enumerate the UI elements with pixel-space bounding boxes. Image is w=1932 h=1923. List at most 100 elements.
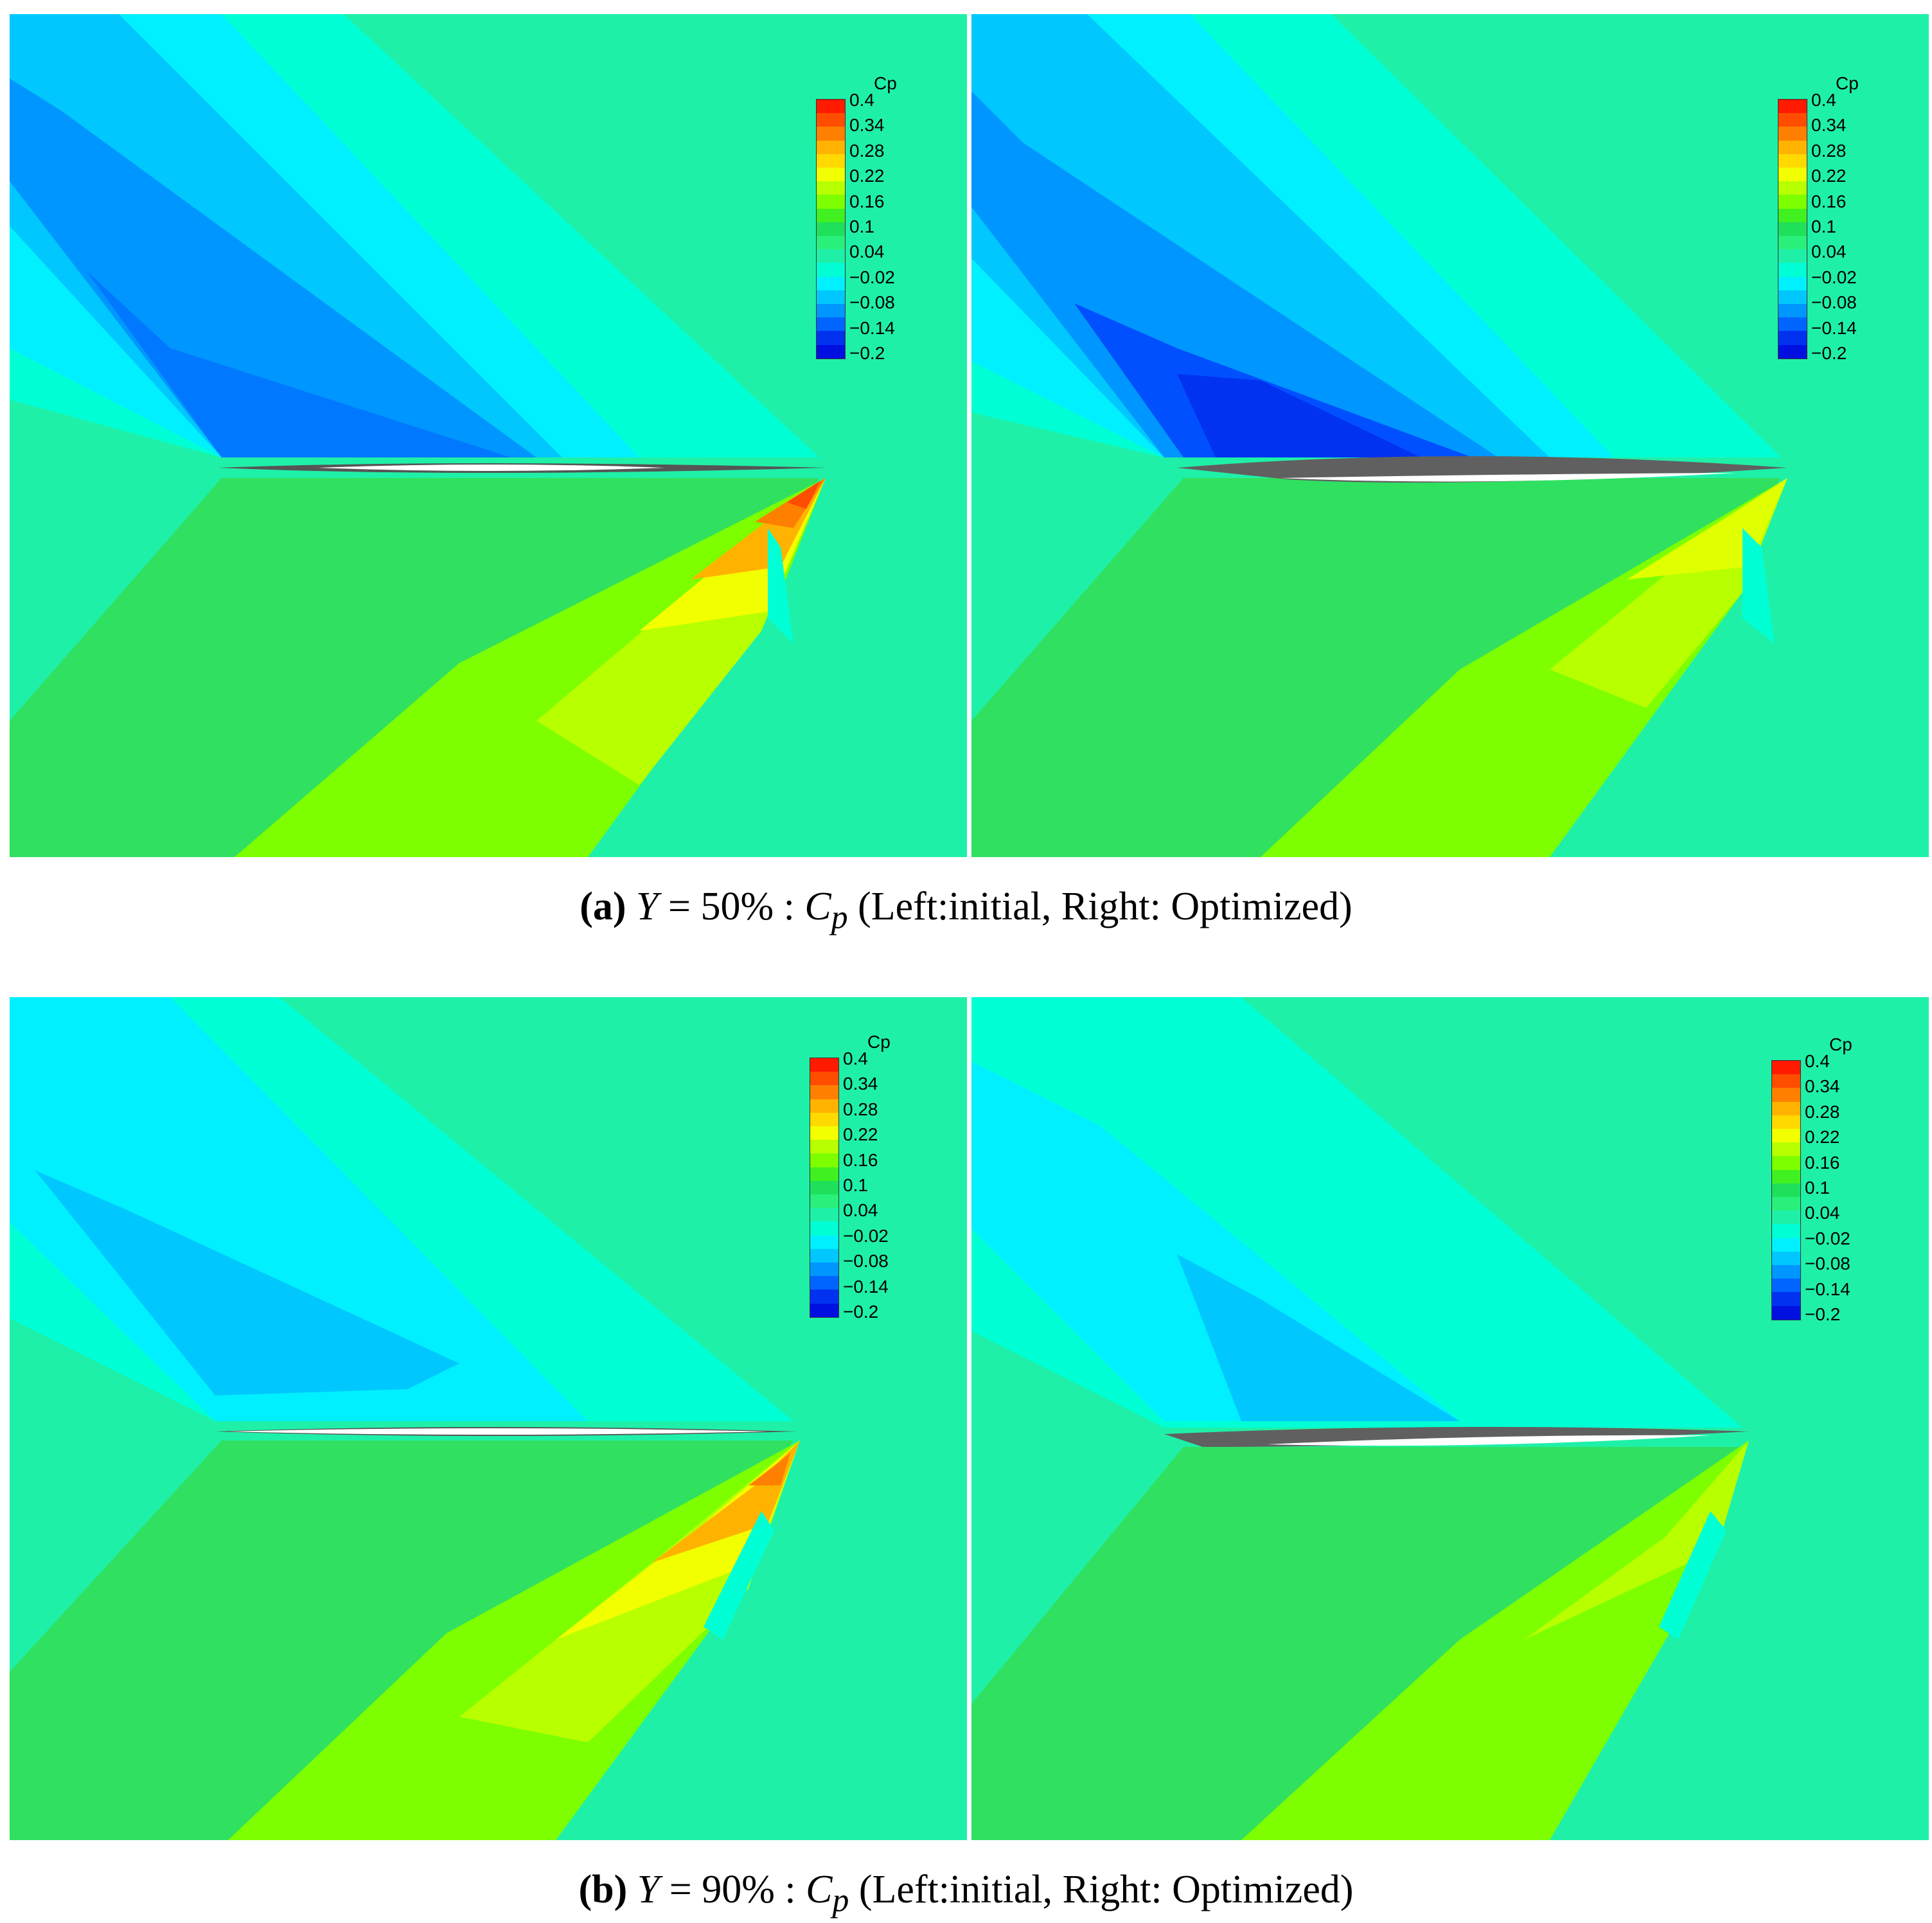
caption-equation: = 90% : — [659, 1868, 806, 1911]
colorbar-tick-label: −0.02 — [843, 1225, 889, 1246]
colorbar-band — [810, 1126, 838, 1140]
colorbar-tick-label: −0.08 — [1805, 1254, 1850, 1274]
colorbar-band — [817, 331, 845, 345]
colorbar-tick-label: 0.28 — [843, 1099, 878, 1119]
colorbar-tick-label: −0.08 — [849, 292, 895, 313]
colorbar-tick-label: 0.1 — [1805, 1178, 1830, 1198]
caption-equation: = 50% : — [658, 885, 805, 928]
colorbar-band — [810, 1058, 838, 1072]
colorbar-tick-label: −0.02 — [1811, 267, 1857, 287]
colorbar-band — [1778, 181, 1807, 195]
colorbar-band — [817, 222, 845, 236]
colorbar-band — [817, 276, 845, 290]
colorbar-tick-label: 0.28 — [849, 140, 885, 161]
colorbar-band — [1772, 1265, 1800, 1279]
colorbar-band — [817, 304, 845, 318]
colorbar-band — [1778, 249, 1807, 263]
colorbar-tick-label: 0.04 — [1805, 1203, 1840, 1223]
colorbar-band — [810, 1072, 838, 1086]
colorbar-band — [1772, 1101, 1800, 1115]
colorbar-tick-label: 0.28 — [1811, 140, 1847, 161]
colorbar-band — [1778, 344, 1807, 359]
colorbar-tick-label: −0.2 — [1805, 1304, 1841, 1324]
caption-letter: (a) — [580, 885, 626, 928]
colorbar-tick-label: 0.22 — [843, 1124, 878, 1145]
colorbar-band — [810, 1263, 838, 1277]
colorbar-band — [1772, 1251, 1800, 1266]
colorbar-title: Cp — [1836, 73, 1859, 93]
colorbar-band — [1778, 113, 1807, 127]
colorbar-scale — [1778, 99, 1807, 359]
colorbar-band — [1772, 1224, 1800, 1238]
colorbar-band — [817, 249, 845, 263]
colorbar-band — [810, 1221, 838, 1236]
colorbar-band — [1778, 222, 1807, 236]
colorbar-tick-label: 0.04 — [843, 1200, 878, 1221]
caption-var-c: C — [804, 885, 831, 928]
colorbar-band — [1778, 127, 1807, 141]
colorbar-tick-label: 0.16 — [849, 191, 885, 211]
colorbar-scale — [816, 99, 846, 359]
colorbar-tick-label: 0.16 — [1805, 1152, 1840, 1173]
caption-text: (Left:initial, Right: Optimized) — [847, 885, 1352, 928]
colorbar-band — [817, 317, 845, 332]
colorbar-title: Cp — [874, 73, 897, 93]
colorbar-tick-label: 0.34 — [1805, 1076, 1840, 1097]
colorbar-band — [810, 1099, 838, 1113]
colorbar-tick-label: 0.1 — [849, 217, 874, 236]
colorbar-band — [817, 263, 845, 277]
colorbar-band — [1772, 1142, 1800, 1156]
colorbar-tick-label: −0.14 — [843, 1276, 889, 1297]
colorbar-band — [1772, 1061, 1800, 1075]
colorbar-tick-label: 0.34 — [843, 1074, 878, 1094]
colorbar-band — [1778, 263, 1807, 277]
colorbar-tick-label: 0.4 — [849, 90, 874, 110]
cp-contour-plot — [10, 997, 967, 1840]
colorbar-band — [1778, 100, 1807, 114]
caption-var-y: Y — [636, 885, 659, 928]
colorbar-band — [1778, 290, 1807, 305]
colorbar-band — [817, 140, 845, 154]
colorbar-band — [810, 1248, 838, 1263]
colorbar-band — [817, 154, 845, 168]
colorbar-band — [1778, 331, 1807, 345]
colorbar-scale — [1771, 1060, 1801, 1320]
colorbar-band — [1772, 1197, 1800, 1211]
contour-panel-a-optimized: Cp 0.4 0.34 0.28 0.22 0.16 0.1 0.04 −0.02 −0.08 −… — [971, 14, 1929, 857]
colorbar-band — [817, 113, 845, 127]
colorbar-band — [1772, 1169, 1800, 1183]
caption-letter: (b) — [578, 1868, 628, 1911]
colorbar-tick-label: 0.4 — [1811, 90, 1836, 110]
colorbar-tick-label: −0.14 — [1805, 1279, 1850, 1299]
colorbar-band — [1772, 1156, 1800, 1170]
cp-contour-plot — [971, 14, 1929, 857]
colorbar-tick-label: 0.22 — [849, 166, 885, 186]
colorbar-band — [810, 1276, 838, 1290]
colorbar-tick-label: 0.22 — [1811, 166, 1847, 186]
colorbar-tick-label: −0.2 — [849, 343, 885, 363]
colorbar-band — [1772, 1306, 1800, 1320]
colorbar-band — [810, 1289, 838, 1304]
colorbar-tick-label: −0.08 — [843, 1251, 889, 1272]
colorbar-tick-label: 0.1 — [1811, 217, 1836, 236]
caption-subscript: p — [832, 1882, 849, 1919]
colorbar-band — [1778, 154, 1807, 168]
colorbar: Cp 0.4 0.34 0.28 0.22 0.16 0.1 0.04 −0.02 −0.08 −… — [810, 1032, 938, 1331]
colorbar-band — [817, 181, 845, 195]
colorbar-title: Cp — [867, 1032, 891, 1052]
colorbar-tick-label: −0.08 — [1811, 292, 1857, 313]
colorbar-band — [810, 1235, 838, 1249]
colorbar-band — [1772, 1129, 1800, 1143]
colorbar: Cp 0.4 0.34 0.28 0.22 0.16 0.1 0.04 −0.02 −0.08 −… — [1778, 73, 1906, 373]
colorbar-tick-label: 0.16 — [843, 1149, 878, 1170]
caption-text: (Left:initial, Right: Optimized) — [849, 1868, 1354, 1911]
contour-panel-b-initial: Cp 0.4 0.34 0.28 0.22 0.16 0.1 0.04 −0.02 −0.08 −… — [10, 997, 967, 1840]
colorbar-band — [1778, 168, 1807, 182]
colorbar-tick-label: 0.34 — [1811, 115, 1847, 136]
colorbar-tick-label: −0.02 — [849, 267, 895, 287]
colorbar-tick-label: 0.16 — [1811, 191, 1847, 211]
colorbar-band — [810, 1194, 838, 1209]
colorbar-tick-label: −0.02 — [1805, 1228, 1850, 1248]
colorbar-band — [817, 127, 845, 141]
colorbar-band — [1778, 208, 1807, 222]
